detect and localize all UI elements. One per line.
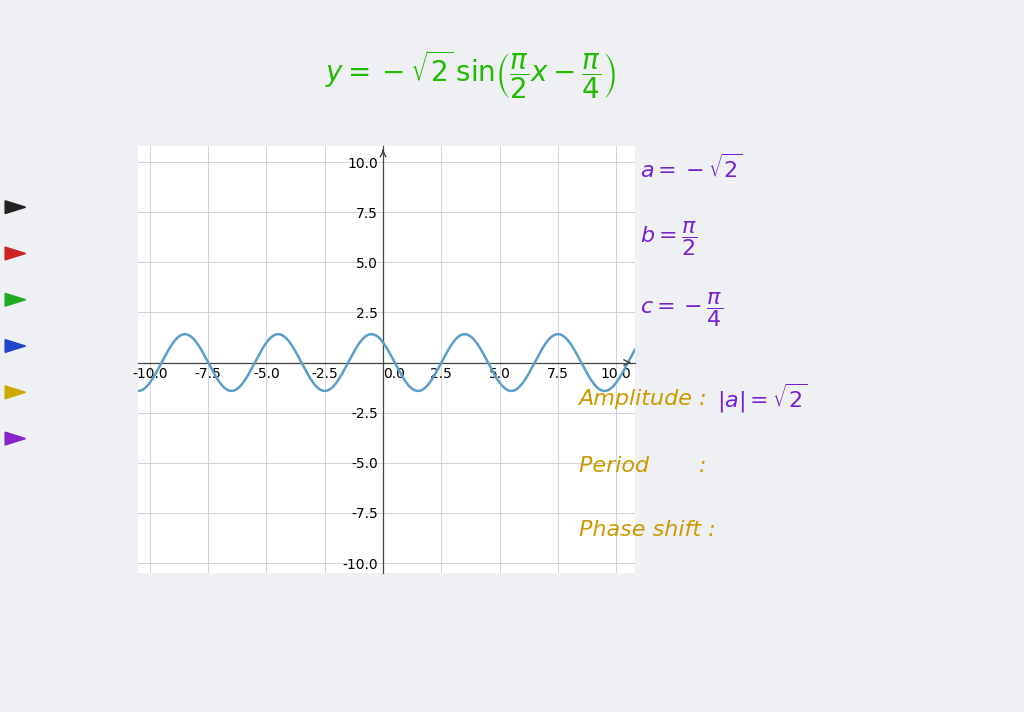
Text: $y = -\sqrt{2}\,\sin\!\left(\dfrac{\pi}{2}x - \dfrac{\pi}{4}\right)$: $y = -\sqrt{2}\,\sin\!\left(\dfrac{\pi}{…	[326, 48, 616, 101]
Text: $|a| = \sqrt{2}$: $|a| = \sqrt{2}$	[717, 382, 807, 415]
Text: Phase shift :: Phase shift :	[579, 520, 716, 540]
Text: Period       :: Period :	[579, 456, 707, 476]
Text: Amplitude :: Amplitude :	[579, 389, 722, 409]
Text: $c = -\dfrac{\pi}{4}$: $c = -\dfrac{\pi}{4}$	[640, 290, 723, 329]
Text: $a = -\sqrt{2}$: $a = -\sqrt{2}$	[640, 153, 742, 182]
Text: $b = \dfrac{\pi}{2}$: $b = \dfrac{\pi}{2}$	[640, 219, 697, 258]
